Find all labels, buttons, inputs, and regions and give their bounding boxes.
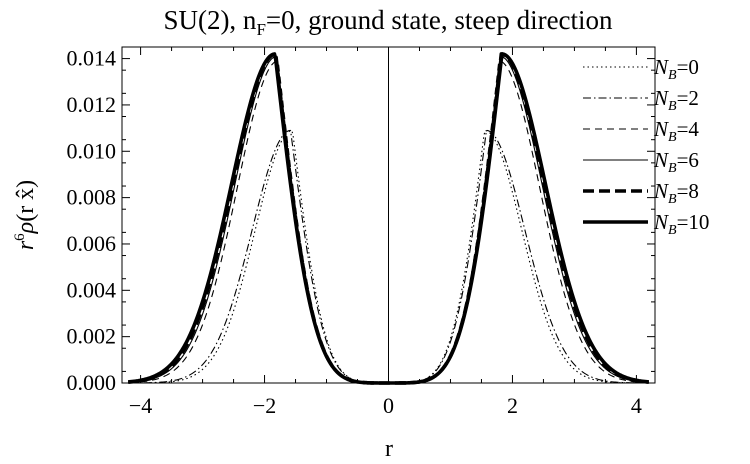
x-tick-label: 2 [507,393,518,418]
legend-entry-label: NB=10 [653,210,709,238]
legend-entry-label: NB=2 [653,86,699,114]
y-label-rho: ρ [13,222,39,235]
x-tick-label: 0 [383,393,394,418]
y-label-exponent: 6 [12,233,28,241]
x-tick-label: −4 [129,393,152,418]
series-line-nb0 [128,129,649,384]
legend-entry-label: NB=8 [653,179,699,207]
y-tick-label: 0.000 [67,370,117,395]
x-axis-ticks: −4 −2 0 2 4 [129,47,642,418]
x-tick-label: 4 [631,393,642,418]
y-tick-label: 0.006 [67,231,117,256]
y-label-r: r [13,240,39,250]
legend-entry-label: NB=0 [653,55,699,83]
y-tick-label: 0.004 [67,277,117,302]
title-suffix: =0, ground state, steep direction [266,5,613,35]
y-axis-ticks: 0.000 0.002 0.004 0.006 0.008 0.010 0.012 0.014 [67,46,655,395]
x-axis-label: r [385,436,393,462]
title-sub-f: F [256,20,265,39]
x-tick-label: −2 [253,393,276,418]
svg-text:r6ρ(r x̂): r6ρ(r x̂) [12,180,39,250]
plot-frame [121,46,656,384]
chart-title: SU(2), nF=0, ground state, steep directi… [163,5,613,39]
legend-entry-label: NB=6 [653,148,699,176]
series-line-nb4 [128,60,649,384]
title-prefix: SU(2), n [163,5,256,35]
y-axis-label: r6ρ(r x̂) [12,180,39,250]
legend-entry-label: NB=4 [653,117,699,145]
legend: NB=0 NB=2 NB=4 NB=6 NB=8 NB=10 [583,55,709,238]
series-line-nb10 [127,52,650,385]
y-tick-label: 0.002 [67,324,117,349]
series-curves [127,52,650,385]
y-tick-label: 0.008 [67,185,117,210]
y-label-arg: (r x̂) [13,180,39,222]
y-tick-label: 0.012 [67,92,117,117]
y-tick-label: 0.014 [67,46,117,71]
y-tick-label: 0.010 [67,138,117,163]
